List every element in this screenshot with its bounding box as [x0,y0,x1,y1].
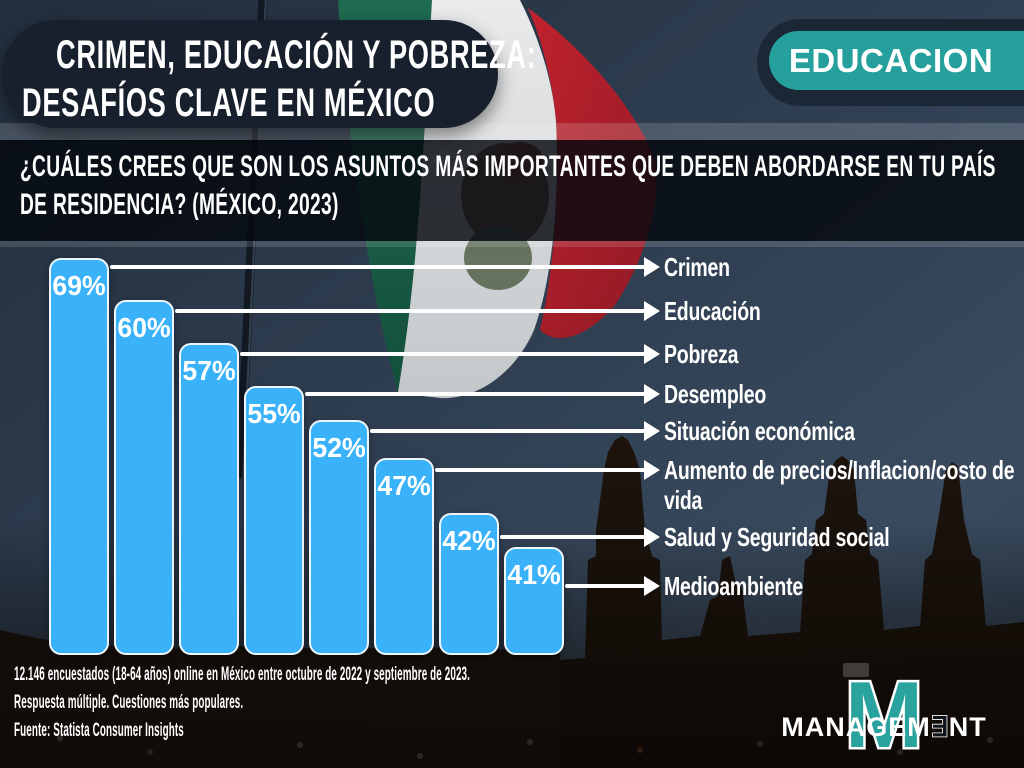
bar-value-label: 60% [117,312,171,343]
arrow-icon [644,527,660,547]
footer-line-2: Respuesta múltiple. Cuestiones más popul… [14,692,244,713]
logo-word-start: MANAGEM [781,712,931,742]
arrow-icon [644,344,660,364]
bar: 47% [374,458,434,655]
category-label: Medioambiente [664,571,804,601]
category-label: Salud y Seguridad social [664,522,890,552]
bar: 69% [49,258,109,655]
bar-value-label: 57% [182,355,236,386]
category-label: Pobreza [664,339,739,369]
arrow-icon [644,460,660,480]
title-line-1: CRIMEN, EDUCACIÓN Y POBREZA: [56,33,537,77]
arrow-icon [644,576,660,596]
source-note: 12.146 encuestados (18-64 años) online e… [14,661,470,745]
category-label: Educación [664,296,761,326]
bar: 42% [439,513,499,655]
bar: 57% [179,343,239,655]
leader-line [435,468,646,472]
crowd-dots [57,663,993,759]
leader-line [370,429,646,433]
bar-value-label: 69% [52,270,106,301]
bar: 52% [309,420,369,655]
category-label: Aumento de precios/Inflacion/costo de vi… [664,455,1015,515]
arrow-icon [644,421,660,441]
cathedral-silhouette [560,436,1024,768]
question-band [0,140,1024,241]
arrow-icon [644,301,660,321]
title-line-2: DESAFÍOS CLAVE EN MÉXICO [22,81,436,125]
arrow-icon [644,257,660,277]
divider-strip-bottom [0,241,1024,247]
category-label: Desempleo [664,379,767,409]
question-line-1: ¿CUÁLES CREES QUE SON LOS ASUNTOS MÁS IM… [20,150,996,183]
bar-value-label: 55% [247,398,301,429]
footer-line-3: Fuente: Statista Consumer Insights [14,720,184,741]
leader-line [240,352,646,356]
leader-line [565,584,646,588]
bar-value-label: 52% [312,432,366,463]
bar-value-label: 42% [442,525,496,556]
logo-reversed-e: ∃ [931,712,949,742]
logo-big-m: M [845,666,923,766]
logo-wordmark: MANAGEM∃NT [781,712,987,742]
logo-word-end: NT [949,712,987,742]
category-label: Situación económica [664,416,855,446]
footer-line-1: 12.146 encuestados (18-64 años) online e… [14,664,471,685]
survey-question: ¿CUÁLES CREES QUE SON LOS ASUNTOS MÁS IM… [20,148,1018,224]
leader-line [305,392,646,396]
bar: 60% [114,300,174,655]
leader-line [175,309,646,313]
page-title: CRIMEN, EDUCACIÓN Y POBREZA: DESAFÍOS CL… [22,31,537,127]
category-badge: EDUCACION [769,31,1024,90]
title-panel [2,20,498,128]
arrow-icon [644,384,660,404]
management-logo: M MANAGEM∃NT [748,666,1024,766]
bar: 41% [504,547,564,655]
bar-value-label: 41% [507,559,561,590]
question-line-2: DE RESIDENCIA? (MÉXICO, 2023) [20,188,339,221]
category-label: Crimen [664,252,730,282]
plaza-silhouette [0,630,560,768]
bar: 55% [244,386,304,655]
bar-value-label: 47% [377,470,431,501]
leader-line [500,535,646,539]
leader-line [110,265,646,269]
